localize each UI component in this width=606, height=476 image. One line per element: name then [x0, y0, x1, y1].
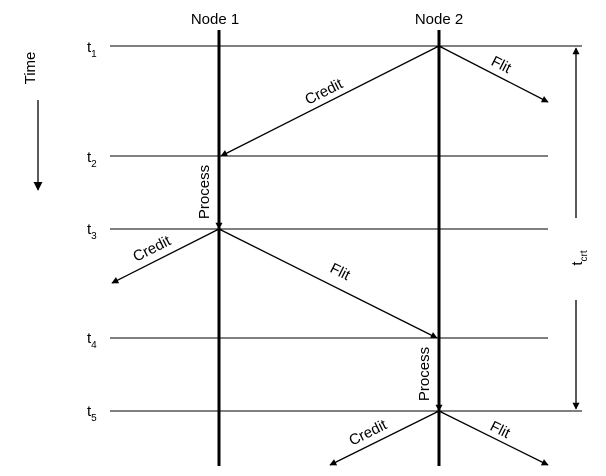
time-mark-t4: t4: [87, 330, 97, 351]
time-axis-label: Time: [22, 52, 39, 85]
credit-arrow-t3: [111, 228, 220, 284]
time-mark-t3: t3: [87, 221, 97, 242]
flit-arrow-t5: [438, 410, 549, 466]
flit-arrow-t3: [218, 228, 438, 339]
process-label-node-2: Process: [416, 347, 433, 401]
time-mark-t2: t2: [87, 149, 97, 170]
flit-label-t5: Flit: [487, 418, 513, 443]
time-mark-t5: t5: [87, 403, 97, 424]
node-1-label: Node 1: [191, 11, 239, 28]
flit-label-t3: Flit: [327, 260, 353, 285]
credit-label-t3: Credit: [130, 232, 174, 266]
tcrt-label: tcrt: [569, 250, 590, 266]
flit-arrow-t1: [438, 45, 549, 103]
credit-arrow-t5: [329, 410, 440, 466]
node-2-label: Node 2: [415, 11, 463, 28]
time-mark-t1: t1: [87, 39, 97, 60]
credit-arrow-t1: [220, 45, 440, 157]
credit-label-t5: Credit: [346, 416, 390, 449]
process-label-node-1: Process: [196, 165, 213, 219]
